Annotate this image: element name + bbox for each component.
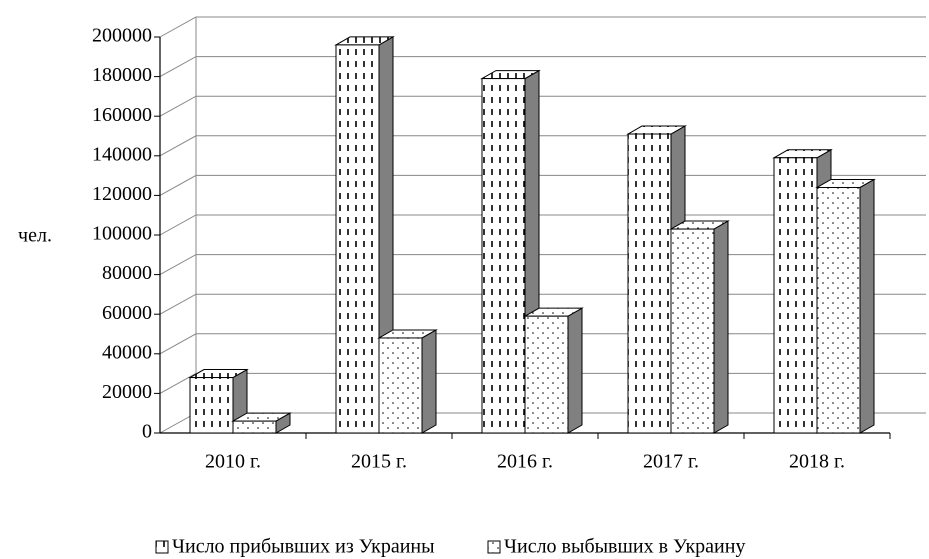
bar (335, 44, 380, 434)
bar (481, 78, 526, 434)
bar (524, 315, 569, 434)
y-tick-label: 160000 (92, 104, 152, 126)
bar (627, 133, 672, 434)
x-tick-label: 2016 г. (497, 451, 553, 473)
y-tick-label: 120000 (92, 183, 152, 205)
y-tick-label: 40000 (102, 341, 152, 363)
bar (816, 186, 861, 434)
bar (670, 228, 715, 434)
y-tick-label: 80000 (102, 262, 152, 284)
bar (232, 420, 277, 434)
y-tick-label: 180000 (92, 64, 152, 86)
y-tick-label: 140000 (92, 143, 152, 165)
x-tick-label: 2017 г. (643, 451, 699, 473)
legend-swatch (487, 540, 501, 554)
bar-side (567, 307, 583, 434)
y-tick-label: 20000 (102, 381, 152, 403)
bar-side (421, 329, 437, 434)
y-axis-label: чел. (18, 225, 52, 247)
bar (773, 157, 818, 434)
y-tick-label: 100000 (92, 223, 152, 245)
legend-label: Число выбывших в Украину (504, 536, 745, 558)
grid-line (159, 16, 926, 38)
bar (378, 337, 423, 434)
bar-side (713, 220, 729, 434)
x-tick-label: 2015 г. (351, 451, 407, 473)
legend-label: Число прибывших из Украины (172, 536, 435, 558)
y-tick-label: 0 (142, 421, 152, 443)
x-tick-label: 2018 г. (789, 451, 845, 473)
x-tick-label: 2010 г. (205, 451, 261, 473)
y-tick-label: 60000 (102, 302, 152, 324)
legend-swatch (155, 540, 169, 554)
bar (189, 377, 234, 434)
grid-line (159, 95, 926, 117)
grid-line (159, 56, 926, 78)
bar-side (859, 178, 875, 434)
y-tick-label: 200000 (92, 25, 152, 47)
